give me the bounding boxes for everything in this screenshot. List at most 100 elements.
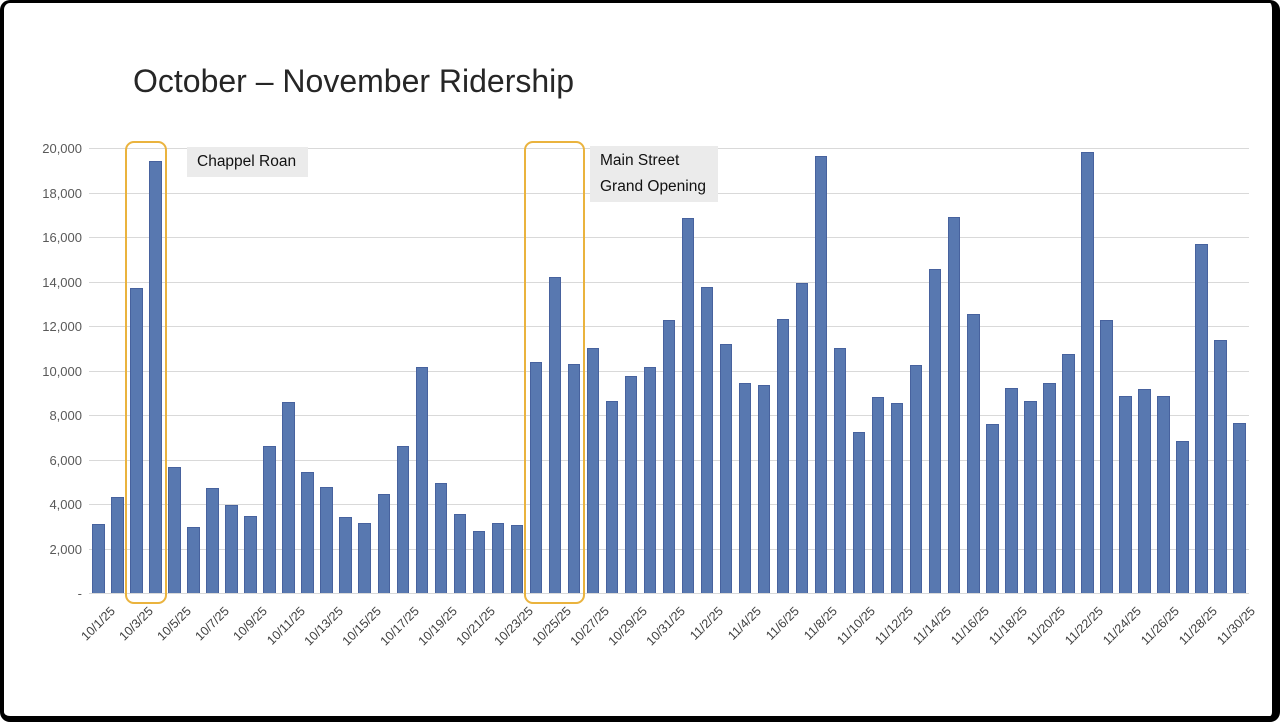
bar-10/13/25 [320, 487, 333, 593]
bar-11/29/25 [1214, 340, 1227, 593]
y-gridline [89, 281, 1249, 283]
bar-10/8/25 [225, 505, 238, 593]
bar-11/16/25 [967, 313, 980, 593]
bar-10/30/25 [643, 367, 657, 593]
bar-11/13/25 [909, 364, 923, 593]
x-axis-tick-label: 11/16/25 [948, 604, 993, 648]
bar-10/17/25 [396, 446, 410, 593]
bar-11/12/25 [890, 402, 904, 593]
y-axis-tick-label: 16,000 [42, 230, 82, 245]
bar-11/19/25 [1024, 400, 1037, 593]
bar-10/7/25 [206, 488, 219, 593]
bar-11/7/25 [795, 282, 809, 593]
slide-canvas: October – November Ridership - 2,000 4,000… [4, 3, 1272, 716]
x-axis-tick-label: 10/5/25 [154, 604, 194, 644]
x-axis-tick-label: 10/23/25 [491, 604, 536, 649]
bar-10/2/25 [111, 497, 124, 593]
bar-10/24/25 [529, 361, 543, 593]
x-axis-tick-label: 10/13/25 [301, 604, 346, 649]
bar-11/4/25 [738, 382, 752, 593]
x-axis-tick-label: 10/19/25 [415, 604, 460, 649]
bar-11/1/25 [681, 218, 695, 593]
bar-10/3/25 [130, 288, 143, 593]
x-axis-tick-label: 10/3/25 [116, 604, 156, 644]
x-axis-tick-label: 11/4/25 [725, 604, 764, 643]
bar-11/15/25 [947, 216, 961, 593]
bar-11/23/25 [1100, 320, 1113, 593]
bar-10/27/25 [586, 348, 600, 593]
annotation-box-2 [524, 141, 586, 604]
bar-11/30/25 [1233, 422, 1246, 593]
y-axis-tick-label: 2,000 [49, 541, 82, 557]
bar-11/6/25 [776, 319, 790, 593]
x-axis-tick-label: 10/29/25 [605, 604, 650, 649]
chart-title: October – November Ridership [133, 63, 575, 99]
bar-10/31/25 [662, 320, 676, 593]
x-axis-tick-label: 11/14/25 [910, 604, 955, 648]
x-axis-tick-label: 11/6/25 [763, 604, 802, 643]
y-axis-tick-label: 12,000 [42, 319, 82, 334]
bar-10/12/25 [301, 471, 314, 593]
bar-11/24/25 [1119, 396, 1132, 593]
y-axis-tick-label: 8,000 [49, 408, 82, 423]
bar-11/14/25 [928, 269, 942, 593]
x-axis-tick-label: 10/7/25 [192, 604, 232, 644]
bar-11/25/25 [1138, 389, 1151, 593]
bar-10/10/25 [263, 446, 276, 593]
x-axis-tick-label: 10/11/25 [263, 604, 308, 648]
bar-11/22/25 [1081, 152, 1094, 593]
y-axis-tick-label: 20,000 [42, 141, 82, 156]
x-axis-tick-label: 11/12/25 [872, 604, 917, 648]
bar-11/20/25 [1043, 382, 1056, 593]
y-axis-tick-label: 14,000 [42, 274, 82, 290]
y-axis-tick-label: - [77, 586, 82, 601]
bar-10/4/25 [149, 161, 162, 593]
bar-10/25/25 [548, 277, 562, 593]
annotation-label-2: Main Street Grand Opening [590, 146, 718, 202]
bar-10/9/25 [244, 516, 257, 593]
bar-10/20/25 [453, 514, 467, 593]
x-axis-tick-label: 10/27/25 [567, 604, 612, 649]
x-axis-tick-label: 11/10/25 [834, 604, 879, 648]
x-axis-tick-label: 10/31/25 [643, 604, 688, 649]
x-axis-tick-label: 10/17/25 [377, 604, 422, 649]
bar-10/6/25 [187, 527, 200, 593]
x-axis-tick-label: 10/1/25 [78, 604, 118, 644]
bar-11/27/25 [1176, 440, 1189, 593]
bar-11/2/25 [700, 287, 714, 593]
bar-10/5/25 [168, 467, 181, 593]
y-axis-tick-label: 10,000 [42, 363, 82, 379]
y-axis-tick-label: 4,000 [49, 497, 82, 512]
annotation-label-line: Main Street [600, 152, 680, 169]
bar-10/19/25 [434, 482, 448, 593]
bar-10/21/25 [472, 530, 486, 593]
annotation-label-1: Chappel Roan [187, 147, 309, 177]
y-axis-tick-label: 18,000 [42, 185, 82, 201]
bar-10/14/25 [339, 517, 352, 593]
bar-11/26/25 [1157, 396, 1170, 593]
bar-10/18/25 [415, 367, 429, 593]
x-axis-tick-label: 10/9/25 [230, 604, 270, 644]
x-axis-line [89, 593, 1249, 594]
bar-10/1/25 [92, 524, 105, 593]
x-axis-tick-label: 10/15/25 [339, 604, 384, 649]
annotation-box-1 [125, 141, 168, 604]
y-gridline [89, 237, 1249, 238]
bar-11/9/25 [833, 348, 847, 593]
x-axis-tick-label: 11/2/25 [687, 604, 726, 643]
bar-10/16/25 [377, 493, 390, 593]
y-axis-tick-label: 6,000 [49, 452, 82, 468]
x-axis-tick-label: 11/20/25 [1024, 604, 1069, 648]
bar-11/21/25 [1062, 353, 1075, 593]
x-axis-tick-label: 10/21/25 [453, 604, 498, 649]
x-axis-tick-label: 11/8/25 [801, 604, 841, 643]
bar-11/8/25 [814, 155, 828, 593]
bar-10/28/25 [605, 400, 619, 593]
x-axis-tick-label: 11/18/25 [986, 604, 1031, 648]
annotation-label-line: Grand Opening [600, 178, 706, 195]
bar-11/17/25 [986, 423, 999, 593]
bar-11/11/25 [871, 397, 885, 593]
bar-11/10/25 [852, 431, 866, 593]
bar-10/26/25 [567, 363, 581, 593]
